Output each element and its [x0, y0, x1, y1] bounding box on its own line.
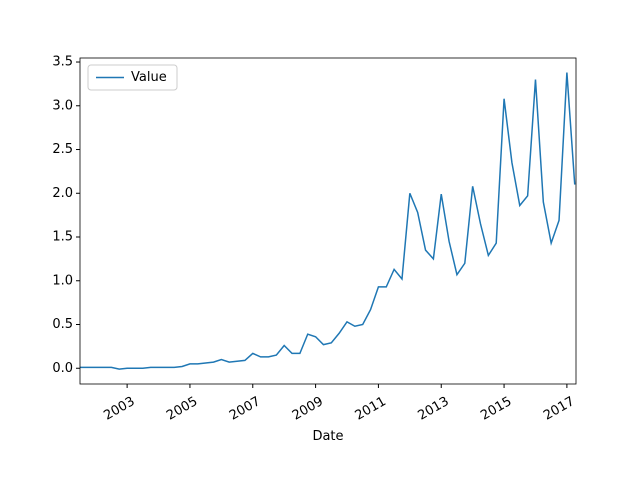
y-tick-label: 0.5	[52, 317, 73, 332]
y-tick-label: 2.0	[52, 186, 73, 201]
x-axis-label: Date	[312, 429, 343, 444]
y-tick-label: 3.5	[52, 55, 73, 70]
y-tick-label: 0.0	[52, 361, 73, 376]
y-tick-label: 2.5	[52, 142, 73, 157]
axes-frame	[79, 57, 577, 385]
y-tick-label: 1.5	[52, 230, 73, 245]
legend-box	[87, 64, 178, 91]
y-tick-label: 3.0	[52, 98, 73, 113]
line	[80, 72, 576, 370]
legend-label: Value	[131, 70, 167, 85]
legend: Value	[87, 64, 178, 91]
y-tick-label: 1.0	[52, 273, 73, 288]
